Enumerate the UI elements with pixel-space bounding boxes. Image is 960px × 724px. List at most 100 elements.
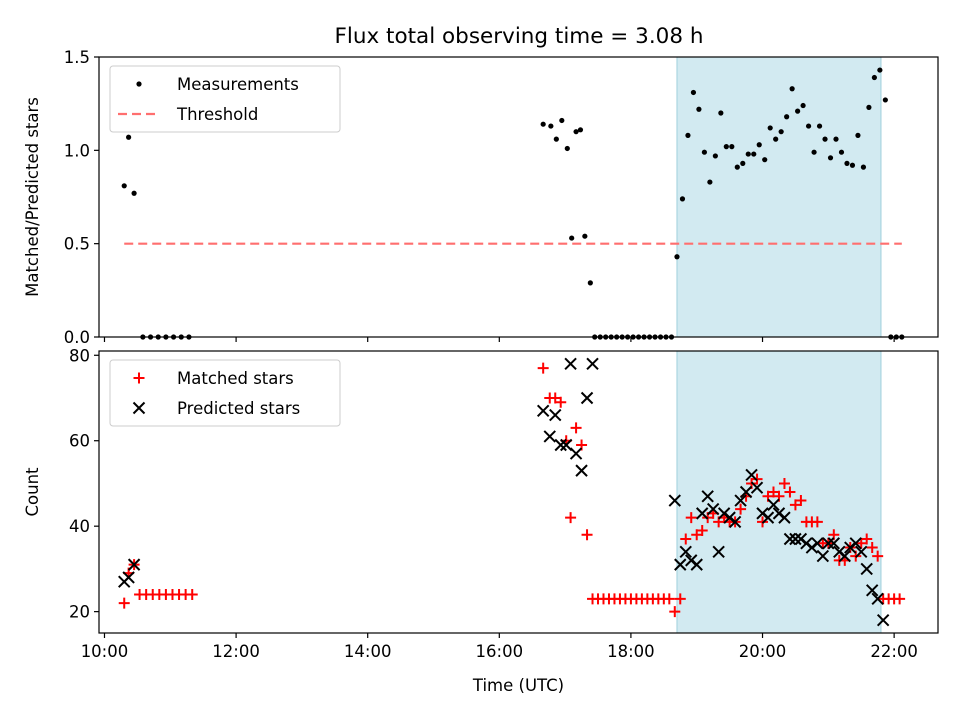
measurement-point	[734, 164, 740, 170]
predicted-star-point	[575, 464, 588, 477]
predicted-star-point	[778, 511, 791, 524]
predicted-star-point	[855, 545, 868, 559]
predicted-star-point	[876, 613, 890, 627]
measurement-point	[833, 136, 839, 142]
matched-star-point	[663, 593, 675, 605]
y-axis-label: Matched/Predicted stars	[23, 97, 42, 297]
legend-entry-label: Measurements	[177, 75, 299, 94]
legend-box	[109, 65, 341, 133]
measurement-point	[712, 153, 718, 159]
measurement-point	[582, 233, 588, 239]
x-tick-label: 14:00	[344, 642, 392, 661]
x-axis-label: Time (UTC)	[472, 676, 564, 695]
predicted-star-point	[543, 430, 556, 443]
legend-matched-swatch	[133, 372, 145, 384]
measurement-point	[866, 104, 872, 110]
x-tick-label: 22:00	[870, 642, 918, 661]
matched-star-point	[894, 593, 906, 605]
measurement-point	[553, 136, 559, 142]
y-tick-label: 40	[69, 517, 90, 536]
legend: Measurements Threshold	[109, 65, 341, 133]
matched-star-point	[778, 477, 790, 489]
predicted-star-point	[549, 408, 562, 422]
predicted-star-point	[811, 537, 824, 550]
predicted-star-point	[750, 481, 764, 494]
matched-star-point	[696, 524, 708, 536]
measurement-point	[877, 67, 883, 73]
x-tick-label: 16:00	[476, 642, 524, 661]
measurement-point	[795, 108, 801, 114]
axes-frame	[98, 56, 939, 338]
measurement-point	[805, 123, 812, 129]
predicted-star-point	[865, 584, 879, 597]
measurement-point	[789, 86, 795, 92]
predicted-star-point	[674, 558, 687, 571]
measurement-point	[740, 160, 746, 166]
measurement-point	[811, 149, 817, 155]
matched-star-point	[680, 533, 692, 545]
measurement-point	[784, 114, 790, 120]
measurement-point	[696, 106, 702, 112]
predicted-star-point	[789, 532, 802, 546]
predicted-star-point	[728, 515, 742, 529]
predicted-star-point	[695, 507, 709, 520]
measurement-point	[822, 136, 828, 142]
legend-box	[109, 359, 341, 427]
measurement-point	[679, 196, 686, 202]
legend-measurement-swatch	[136, 81, 142, 87]
measurement-point	[707, 179, 713, 185]
measurement-point	[121, 183, 127, 189]
measurement-point	[860, 164, 867, 170]
matched-star-point	[685, 512, 697, 524]
legend-entry-label: Predicted stars	[177, 399, 300, 418]
matched-star-point	[669, 606, 681, 618]
matched-star-point	[537, 362, 549, 374]
series-predicted-stars	[118, 357, 890, 627]
predicted-star-point	[816, 549, 830, 563]
measurement-point	[131, 190, 137, 196]
y-tick-label: 0.5	[64, 235, 90, 254]
predicted-star-point	[690, 558, 703, 571]
matched-star-point	[581, 529, 593, 541]
measurement-point	[827, 155, 834, 161]
measurement-point	[690, 89, 697, 96]
measurement-point	[751, 151, 757, 157]
measurement-point	[685, 132, 691, 138]
measurement-point	[871, 74, 877, 81]
measurement-point	[855, 132, 861, 138]
measurement-point	[126, 134, 132, 140]
y-tick-label: 0.0	[64, 328, 90, 347]
measurement-point	[548, 123, 554, 129]
top-panel: 0.0 0.5 1.0 1.5 Matched/Predicted stars Measu…	[23, 48, 939, 347]
matched-star-point	[795, 495, 807, 507]
measurement-point	[559, 117, 565, 124]
predicted-star-point	[734, 494, 747, 507]
matched-star-point	[565, 512, 577, 524]
predicted-star-point	[560, 438, 573, 452]
figure-title: Flux total observing time = 3.08 h	[335, 24, 704, 49]
matched-star-point	[674, 593, 686, 605]
matched-star-point	[118, 597, 130, 609]
matched-star-point	[186, 589, 198, 601]
measurement-point	[577, 127, 584, 133]
measurement-point	[701, 149, 707, 155]
predicted-star-point	[712, 545, 725, 559]
measurement-point	[756, 142, 762, 148]
axes-frame	[98, 350, 939, 634]
y-tick-label: 60	[69, 432, 90, 451]
predicted-star-point	[564, 357, 577, 371]
matched-star-point	[735, 503, 747, 515]
matched-star-point	[570, 422, 582, 434]
bottom-panel: 20 40 60 80 10:00 12:00 14:00 16:00 18:00 20:00 22…	[23, 346, 939, 695]
y-tick-label: 20	[69, 603, 90, 622]
measurement-point	[573, 129, 579, 135]
predicted-star-point	[761, 511, 775, 524]
predicted-star-point	[554, 438, 567, 452]
predicted-star-point	[679, 545, 692, 559]
predicted-star-point	[701, 490, 714, 503]
measurement-point	[587, 280, 593, 286]
y-tick-label: 1.0	[64, 141, 90, 160]
y-tick-label: 80	[69, 346, 90, 365]
x-tick-label: 12:00	[212, 642, 260, 661]
